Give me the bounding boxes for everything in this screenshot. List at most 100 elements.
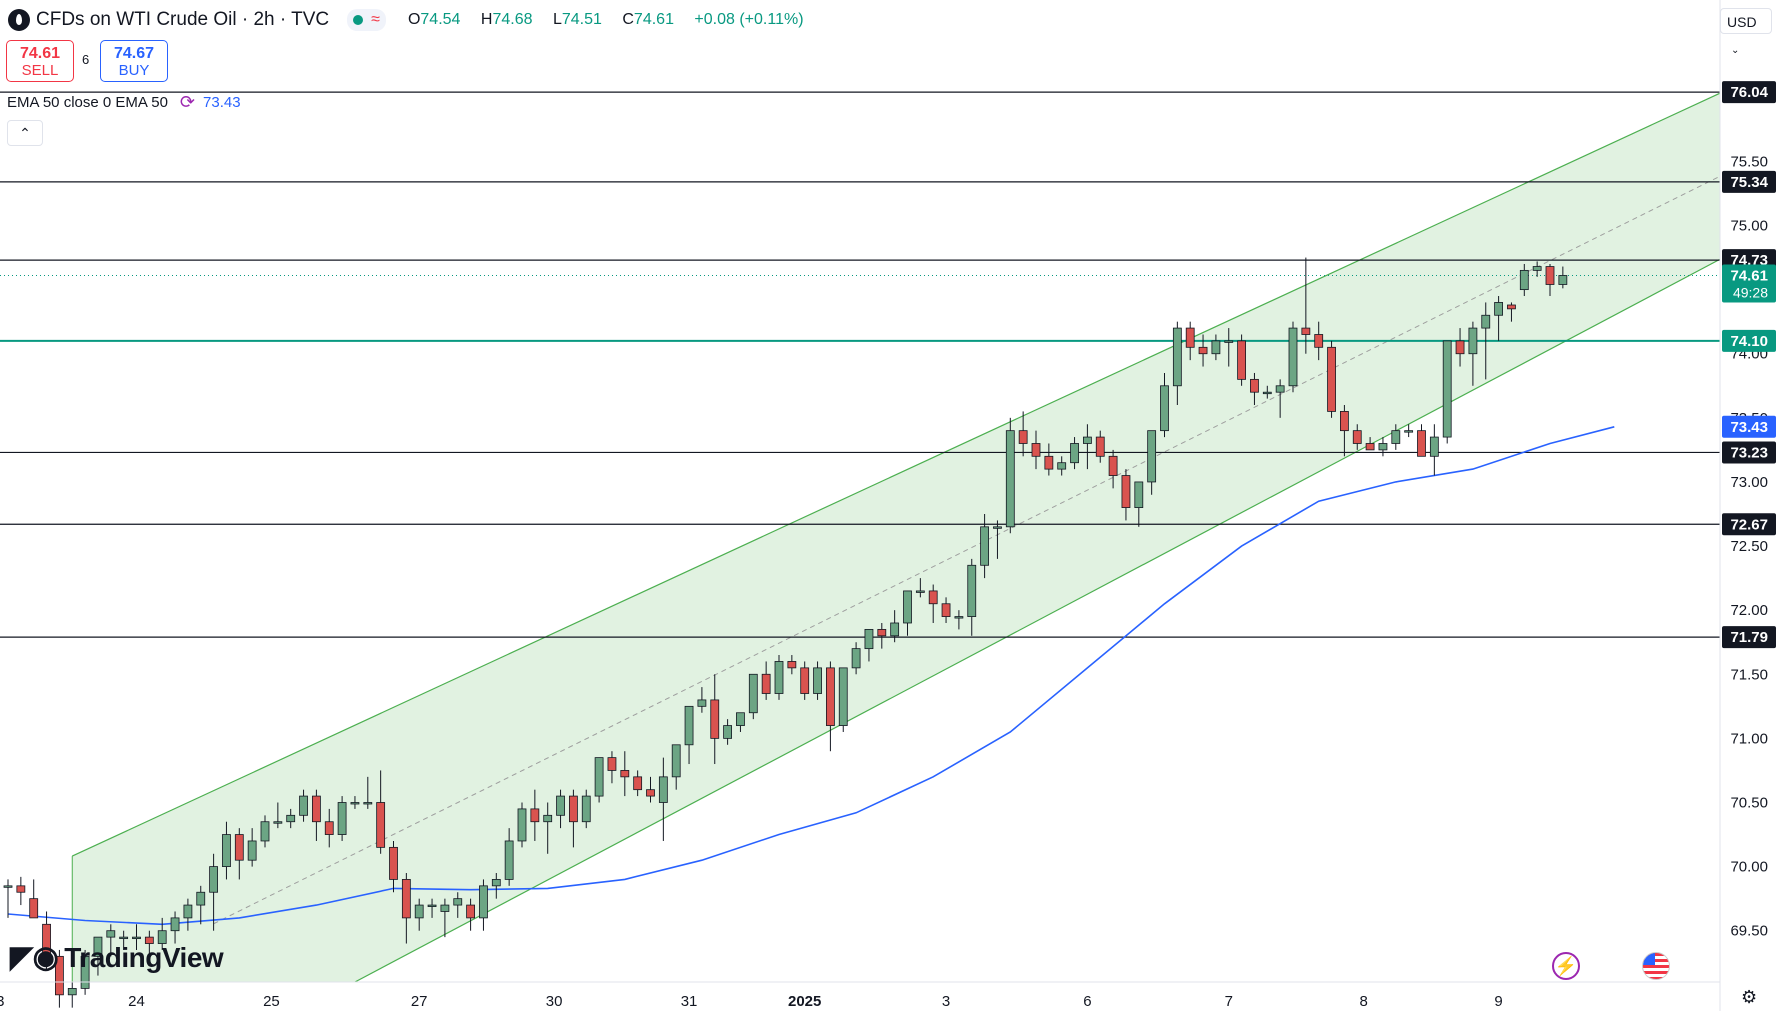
candle-body bbox=[1481, 314, 1491, 329]
x-tick-label: 3 bbox=[942, 993, 950, 1010]
candle-body bbox=[1224, 340, 1234, 343]
indicator-legend[interactable]: EMA 50 close 0 EMA 50 ⟳ 73.43 bbox=[7, 92, 241, 113]
candle-body bbox=[1147, 430, 1157, 483]
candle-body bbox=[671, 744, 681, 778]
y-tick-label: 72.50 bbox=[1730, 538, 1768, 555]
open-value: 74.54 bbox=[420, 11, 461, 28]
candle-body bbox=[1005, 430, 1015, 528]
sell-price: 74.61 bbox=[19, 45, 61, 62]
candle-body bbox=[1417, 430, 1426, 457]
candle-body bbox=[119, 936, 129, 940]
candle-body bbox=[1185, 327, 1195, 348]
candle-body bbox=[414, 904, 424, 919]
oil-drop-icon bbox=[8, 9, 30, 31]
candle-body bbox=[1070, 443, 1079, 464]
candle-body bbox=[1198, 346, 1208, 355]
collapse-legend-button[interactable]: ⌃ bbox=[7, 120, 43, 146]
candle-body bbox=[594, 757, 604, 797]
candle-body bbox=[80, 955, 90, 989]
y-tick-label: 72.00 bbox=[1730, 602, 1768, 619]
candle-body bbox=[556, 795, 565, 816]
candle-body bbox=[633, 776, 643, 791]
last-price-label-bg bbox=[1722, 264, 1776, 303]
ema-label: 73.43 bbox=[1730, 419, 1768, 436]
candle-body bbox=[980, 526, 989, 566]
candle-body bbox=[3, 885, 13, 888]
currency-label: USD bbox=[1727, 14, 1757, 30]
loading-icon: ⟳ bbox=[179, 92, 196, 112]
candle-body bbox=[286, 814, 296, 823]
bolt-icon[interactable]: ⚡ bbox=[1552, 952, 1580, 980]
symbol-title[interactable]: CFDs on WTI Crude Oil · 2h · TVC bbox=[36, 9, 330, 30]
candle-body bbox=[1044, 455, 1054, 470]
buy-button[interactable]: 74.67 BUY bbox=[100, 40, 168, 82]
x-tick-label: 25 bbox=[263, 993, 280, 1010]
candle-body bbox=[1237, 340, 1246, 380]
y-tick-label: 71.00 bbox=[1730, 730, 1768, 747]
candle-body bbox=[761, 673, 771, 694]
candle-body bbox=[196, 891, 206, 906]
candle-body bbox=[1378, 443, 1388, 451]
candle-body bbox=[877, 628, 887, 637]
candle-body bbox=[311, 795, 321, 823]
change-value: +0.08 (+0.11%) bbox=[694, 11, 804, 28]
buy-label: BUY bbox=[118, 62, 150, 79]
candle-body bbox=[183, 904, 193, 919]
level-label-bg bbox=[1722, 81, 1776, 104]
level-label: 76.04 bbox=[1730, 84, 1768, 101]
us-flag-icon[interactable] bbox=[1642, 952, 1670, 980]
candle-body bbox=[106, 930, 116, 938]
candle-body bbox=[466, 904, 476, 919]
candle-body bbox=[607, 757, 617, 771]
chevron-down-icon: ⌄ bbox=[1731, 45, 1740, 56]
y-tick-label: 75.00 bbox=[1730, 218, 1768, 235]
candle-body bbox=[774, 661, 784, 694]
sell-button[interactable]: 74.61 SELL bbox=[6, 40, 74, 82]
candle-body bbox=[1340, 411, 1349, 432]
candle-body bbox=[67, 988, 77, 996]
candle-body bbox=[1314, 334, 1324, 348]
candle-body bbox=[337, 802, 347, 835]
candle-body bbox=[157, 930, 167, 944]
candle-body bbox=[543, 814, 553, 823]
candle-body bbox=[363, 802, 373, 805]
candle-body bbox=[1172, 327, 1182, 387]
candle-body bbox=[903, 590, 912, 624]
candle-body bbox=[29, 898, 39, 919]
candle-body bbox=[1160, 385, 1169, 432]
candle-body bbox=[800, 667, 810, 694]
candle-body bbox=[993, 526, 1002, 529]
low-value: 74.51 bbox=[561, 11, 602, 28]
candle-body bbox=[658, 776, 668, 803]
horizontal-levels bbox=[0, 91, 1720, 638]
gear-icon[interactable]: ⚙ bbox=[1741, 987, 1758, 1007]
candle-body bbox=[646, 789, 655, 797]
candle-body bbox=[1507, 304, 1516, 310]
y-tick-label: 69.50 bbox=[1730, 923, 1768, 940]
channel-lower-line bbox=[354, 258, 1721, 983]
x-tick-label: 27 bbox=[411, 993, 428, 1010]
candle-body bbox=[581, 795, 591, 823]
candle-body bbox=[299, 795, 308, 816]
candle-body bbox=[401, 879, 411, 919]
candle-body bbox=[851, 648, 861, 669]
level-label: 71.79 bbox=[1730, 629, 1768, 646]
indicator-label: EMA 50 close 0 EMA 50 bbox=[7, 94, 168, 111]
candle-body bbox=[954, 616, 964, 619]
currency-selector[interactable]: USD ⌄ bbox=[1720, 8, 1772, 56]
level-label: 73.23 bbox=[1730, 444, 1768, 461]
candle-body bbox=[42, 923, 51, 957]
candle-body bbox=[1083, 436, 1092, 444]
candle-body bbox=[1391, 430, 1401, 444]
spread-value: 6 bbox=[82, 52, 90, 67]
candle-body bbox=[1057, 462, 1067, 470]
candle-body bbox=[260, 821, 270, 842]
candle-body bbox=[928, 590, 938, 605]
candle-body bbox=[453, 898, 463, 906]
market-status[interactable]: ≈ bbox=[347, 9, 386, 31]
market-open-icon bbox=[353, 15, 364, 25]
candle-body bbox=[479, 885, 488, 919]
tradingview-logo[interactable]: ◤◉ TradingView bbox=[10, 940, 224, 975]
candle-body bbox=[132, 936, 141, 940]
